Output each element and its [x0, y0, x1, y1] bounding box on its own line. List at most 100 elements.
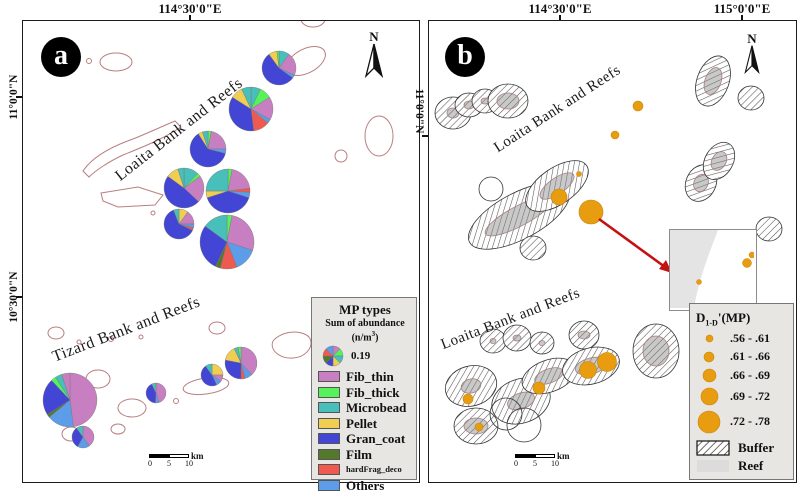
- size-class-label: .66 - .69: [730, 367, 770, 382]
- pie-slice-gran_coat: [145, 383, 157, 404]
- buffer-outline: [506, 407, 542, 443]
- axis-label-lat-b: 11°0'0"N: [413, 88, 425, 134]
- pie-slice-gran_coat: [163, 209, 193, 240]
- legend-a-title: MP types: [339, 302, 391, 317]
- scalebar-segment: [535, 454, 555, 458]
- reef-core: [693, 173, 709, 193]
- north-arrow-b: N: [741, 31, 763, 79]
- axis-tick: [16, 296, 22, 298]
- others-swatch-icon: [318, 479, 340, 491]
- pie-slice-microbead: [76, 425, 84, 438]
- legend-item-fib_thick: Fib_thick: [318, 386, 412, 399]
- north-arrow-a: N: [361, 29, 387, 83]
- diversity-dot: [610, 130, 620, 140]
- north-arrow-icon: [744, 45, 760, 75]
- sample-pie-icon: [322, 346, 344, 367]
- size-class-label: .61 - .66: [730, 349, 770, 364]
- legend-mp-types: MP types Sum of abundance (n/m3) 0.19 Fi…: [311, 297, 417, 492]
- legend-buffer-row: Buffer: [696, 440, 789, 456]
- inset-map: [669, 229, 757, 311]
- station-pie-chart: [199, 214, 255, 270]
- reef-label: Reef: [738, 457, 764, 473]
- legend-item-label: Fib_thick: [346, 384, 400, 400]
- reef-core: [577, 330, 591, 340]
- reef-outline: [173, 398, 179, 404]
- legend-item-microbead: Microbead: [318, 401, 412, 414]
- scalebar-segment: [149, 454, 169, 458]
- legend-item-film: Film: [318, 448, 412, 461]
- diversity-dot: [578, 199, 604, 225]
- pie-slice-fib_thin: [82, 425, 95, 447]
- reef-outline: [138, 334, 144, 340]
- gran_coat-swatch-icon: [318, 433, 340, 445]
- station-pie-chart: [200, 363, 224, 387]
- legend-item-label: hardFrag_deco: [346, 464, 402, 475]
- pie-slice-microbead: [173, 208, 180, 225]
- reef-swatch-icon: [697, 459, 729, 472]
- legend-b-items: .56 - .61 .61 - .66 .66 - .69 .69 - .72 .72 …: [696, 330, 789, 436]
- pie-slice-fib_thin: [69, 372, 98, 428]
- north-label: N: [369, 29, 379, 44]
- reef-outline: [334, 149, 348, 163]
- buffer-outline: [478, 176, 504, 202]
- film-swatch-icon: [318, 448, 340, 460]
- legend-a-sample: 0.19: [322, 345, 412, 367]
- axis-tick: [189, 15, 191, 21]
- legend-size-class: .61 - .66: [696, 348, 789, 366]
- inset-arrow-head: [659, 260, 672, 273]
- pie-slice-fib_thick: [276, 50, 280, 69]
- north-label: N: [747, 31, 757, 46]
- reef-outline: [47, 326, 65, 340]
- station-pie-chart: [224, 346, 258, 380]
- pellet-swatch-icon: [318, 417, 340, 429]
- axis-tick: [559, 15, 561, 21]
- legend-size-class: .66 - .69: [696, 366, 789, 385]
- size-class-label: .72 - .78: [730, 414, 770, 429]
- reef-outline: [108, 336, 114, 342]
- pie-slice-fib_thick: [237, 346, 242, 364]
- buffer-zone: [755, 216, 783, 242]
- reef-outline: [82, 120, 182, 178]
- legend-size-class: .69 - .72: [696, 385, 789, 408]
- scalebar-tick: 5: [167, 459, 171, 468]
- scalebar-segment: [515, 454, 535, 458]
- legend-item-label: Pellet: [346, 415, 378, 431]
- scalebar-tick: 10: [185, 459, 193, 468]
- scalebar-tick: 10: [551, 459, 559, 468]
- legend-item-hardfrag: hardFrag_deco: [318, 463, 412, 476]
- inset-arrow: [598, 217, 666, 269]
- pie-slice-gran_coat: [42, 380, 71, 415]
- panel-b-badge: b: [445, 37, 485, 77]
- panel-b-map: b N Loaita Bank and Reefs Loaita Bank an…: [428, 20, 797, 483]
- scalebar-unit: km: [557, 451, 570, 461]
- axis-tick: [422, 135, 428, 137]
- legend-item-pellet: Pellet: [318, 417, 412, 430]
- diversity-dot: [632, 100, 644, 112]
- legend-item-gran_coat: Gran_coat: [318, 432, 412, 445]
- buffer-zone: [519, 235, 547, 261]
- buffer-outline: [489, 397, 523, 431]
- legend-item-fib_thin: Fib_thin: [318, 370, 412, 383]
- reef-outline: [117, 398, 147, 418]
- hardfrag-swatch-icon: [318, 464, 340, 476]
- pie-slice-microbead: [204, 214, 228, 243]
- legend-item-others: Others: [318, 479, 412, 492]
- size-class-dot-icon: [696, 387, 722, 406]
- legend-b-title: D1-D'(MP): [696, 310, 751, 328]
- pie-slice-gran_coat: [228, 96, 254, 132]
- legend-item-label: Others: [346, 477, 385, 493]
- microbead-swatch-icon: [318, 402, 340, 414]
- legend-size-class: .72 - .78: [696, 408, 789, 436]
- diversity-dot: [597, 352, 617, 372]
- pie-slice-microbead: [151, 382, 157, 394]
- diversity-dot: [532, 381, 546, 395]
- pie-slice-fib_thin: [61, 372, 71, 401]
- buffer-zone: [737, 85, 765, 111]
- axis-tick: [741, 15, 743, 21]
- pie-slice-gran_coat: [200, 365, 217, 387]
- reef-outline: [300, 21, 326, 28]
- pie-slice-gran_coat: [189, 133, 226, 168]
- reef-core: [496, 92, 520, 110]
- station-pie-chart: [163, 208, 195, 240]
- scalebar-segment: [169, 454, 189, 458]
